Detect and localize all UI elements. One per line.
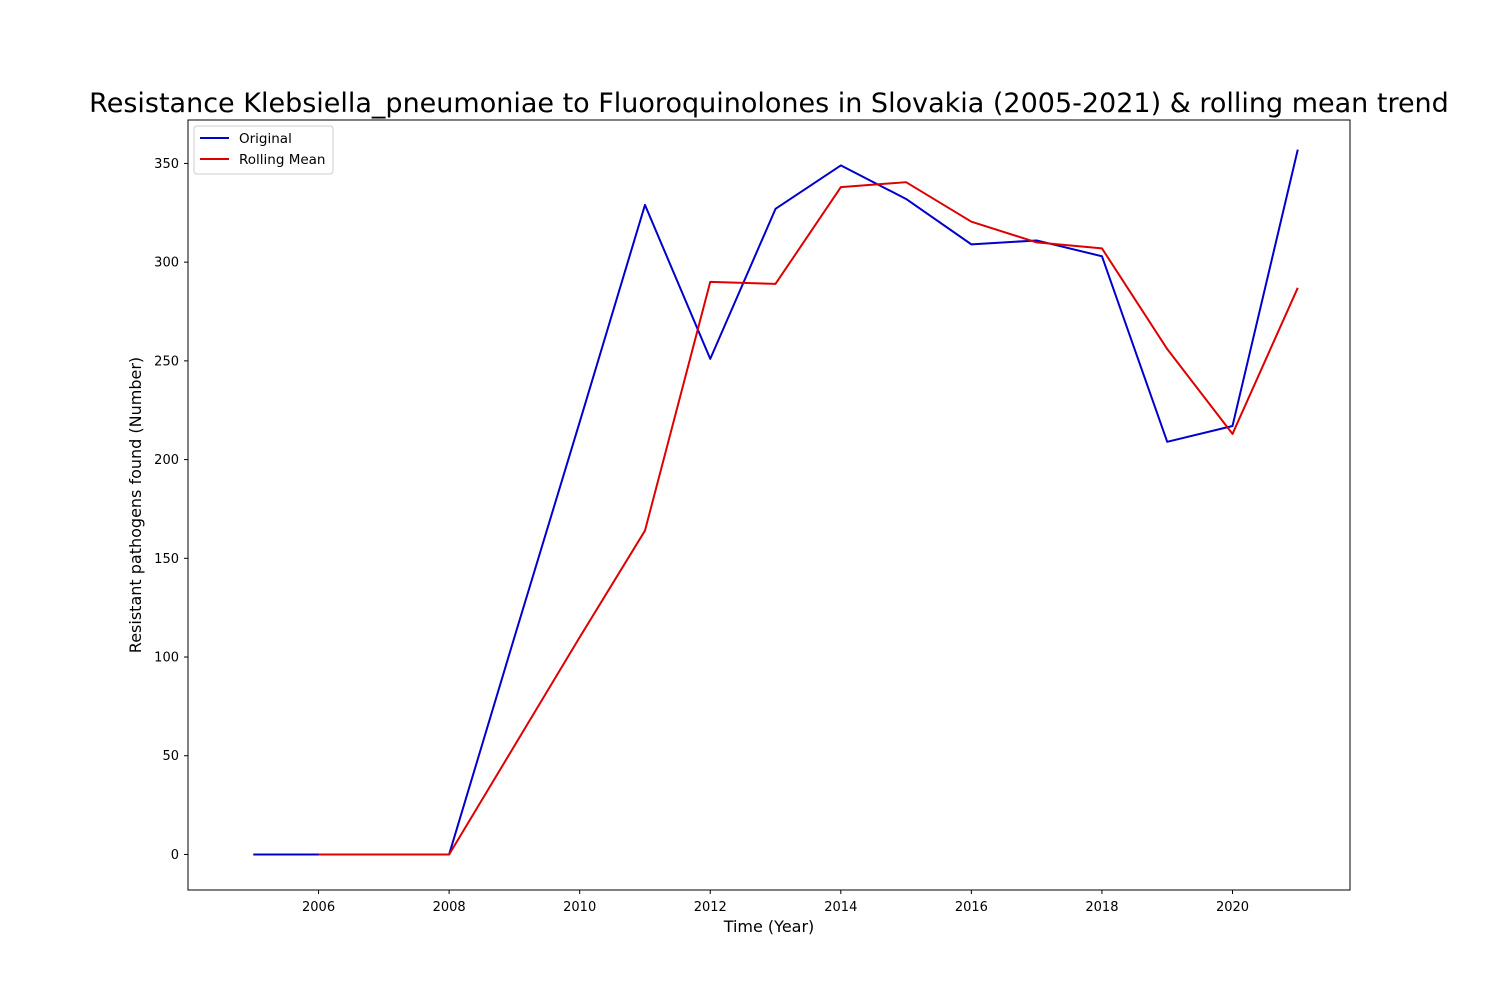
y-tick-label: 150 <box>154 552 179 567</box>
y-tick-label: 250 <box>154 354 179 369</box>
plot-area-frame <box>187 119 1351 891</box>
y-tick-label: 50 <box>162 749 179 764</box>
y-tick-label: 300 <box>154 256 179 271</box>
y-tick-label: 0 <box>171 848 179 863</box>
legend-label-rolling-mean: Rolling Mean <box>239 152 325 168</box>
y-axis: 0 50 100 150 200 250 300 350 <box>154 157 188 863</box>
y-tick-label: 100 <box>154 651 179 666</box>
x-tick-label: 2012 <box>694 900 727 915</box>
x-axis-label: Time (Year) <box>723 917 815 936</box>
x-tick-label: 2020 <box>1216 900 1249 915</box>
x-tick-label: 2006 <box>302 900 335 915</box>
legend: Original Rolling Mean <box>193 125 334 175</box>
x-tick-label: 2014 <box>824 900 857 915</box>
x-axis: 2006 2008 2010 2012 2014 2016 2018 2020 <box>302 890 1249 915</box>
x-tick-label: 2008 <box>433 900 466 915</box>
series-layer <box>253 149 1299 856</box>
y-tick-label: 350 <box>154 157 179 172</box>
legend-label-original: Original <box>239 131 292 147</box>
y-tick-label: 200 <box>154 453 179 468</box>
x-tick-label: 2018 <box>1085 900 1118 915</box>
series-line-rolling-mean <box>318 181 1299 856</box>
y-axis-label: Resistant pathogens found (Number) <box>126 357 145 653</box>
x-tick-label: 2016 <box>955 900 988 915</box>
x-tick-label: 2010 <box>563 900 596 915</box>
chart-title: Resistance Klebsiella_pneumoniae to Fluo… <box>89 88 1449 119</box>
